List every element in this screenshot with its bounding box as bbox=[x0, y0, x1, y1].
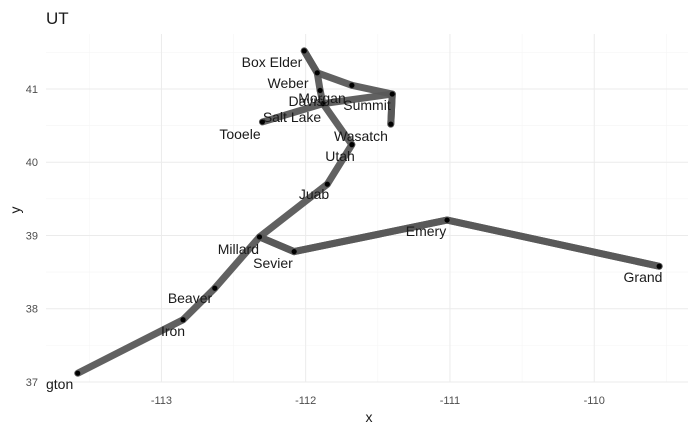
path-segment bbox=[179, 284, 219, 324]
data-point bbox=[314, 70, 320, 76]
path-segment bbox=[290, 216, 451, 256]
point-label: Juab bbox=[299, 186, 330, 202]
path-segment bbox=[256, 233, 298, 256]
path-segment bbox=[74, 316, 187, 377]
point-label: Box Elder bbox=[242, 54, 303, 70]
y-tick-label: 37 bbox=[26, 377, 38, 389]
y-tick-label: 38 bbox=[26, 304, 38, 316]
path-segment bbox=[319, 90, 396, 108]
data-point bbox=[389, 91, 395, 97]
x-axis: -113 -112 -111 -110 bbox=[151, 395, 605, 407]
data-point bbox=[444, 217, 450, 223]
point-label: Summit bbox=[343, 97, 391, 113]
data-points bbox=[75, 48, 662, 376]
data-point bbox=[320, 101, 326, 107]
data-point bbox=[259, 119, 266, 125]
path-segment bbox=[323, 141, 356, 188]
path-segment bbox=[211, 233, 264, 292]
point-label: Wasatch bbox=[334, 128, 388, 144]
point-label: Morgan bbox=[298, 90, 345, 106]
point-label: Weber bbox=[268, 75, 309, 91]
path-segment bbox=[313, 69, 356, 89]
data-point bbox=[256, 234, 263, 240]
path-segment bbox=[300, 47, 321, 77]
path-segment bbox=[443, 216, 663, 270]
x-tick-label: -111 bbox=[440, 395, 460, 407]
point-label: Salt Lake bbox=[263, 109, 322, 125]
y-axis: 37 38 39 40 41 bbox=[26, 84, 38, 389]
point-label: Tooele bbox=[219, 126, 260, 142]
point-label: Sevier bbox=[253, 255, 293, 271]
path-segment bbox=[256, 180, 331, 241]
series-path bbox=[74, 47, 663, 377]
y-tick-label: 40 bbox=[26, 157, 38, 169]
data-point bbox=[291, 248, 297, 255]
path-segment bbox=[319, 100, 356, 149]
data-point bbox=[349, 82, 355, 88]
path-segment bbox=[258, 100, 327, 126]
y-tick-label: 41 bbox=[26, 84, 38, 96]
chart-title: UT bbox=[46, 9, 69, 28]
point-label: Millard bbox=[218, 241, 259, 257]
x-axis-title: x bbox=[366, 409, 373, 425]
point-label: Beaver bbox=[168, 290, 213, 306]
y-axis-title: y bbox=[7, 207, 23, 214]
data-point bbox=[317, 87, 323, 94]
data-point bbox=[212, 285, 218, 291]
x-tick-label: -113 bbox=[151, 395, 172, 407]
point-label: Utah bbox=[325, 148, 355, 164]
x-tick-label: -112 bbox=[295, 395, 316, 407]
point-label: gton bbox=[46, 376, 73, 392]
data-point bbox=[75, 370, 81, 376]
data-point bbox=[180, 317, 186, 323]
data-point bbox=[301, 48, 307, 54]
x-tick-label: -110 bbox=[584, 395, 605, 407]
point-label: Davis bbox=[288, 93, 323, 109]
data-point bbox=[388, 121, 394, 127]
path-segment bbox=[387, 90, 396, 128]
data-point bbox=[324, 181, 330, 187]
point-label: Emery bbox=[406, 223, 446, 239]
point-label: Iron bbox=[161, 323, 185, 339]
point-label: Grand bbox=[624, 269, 663, 285]
data-point bbox=[656, 263, 662, 269]
data-point bbox=[349, 142, 355, 148]
y-tick-label: 39 bbox=[26, 230, 38, 242]
